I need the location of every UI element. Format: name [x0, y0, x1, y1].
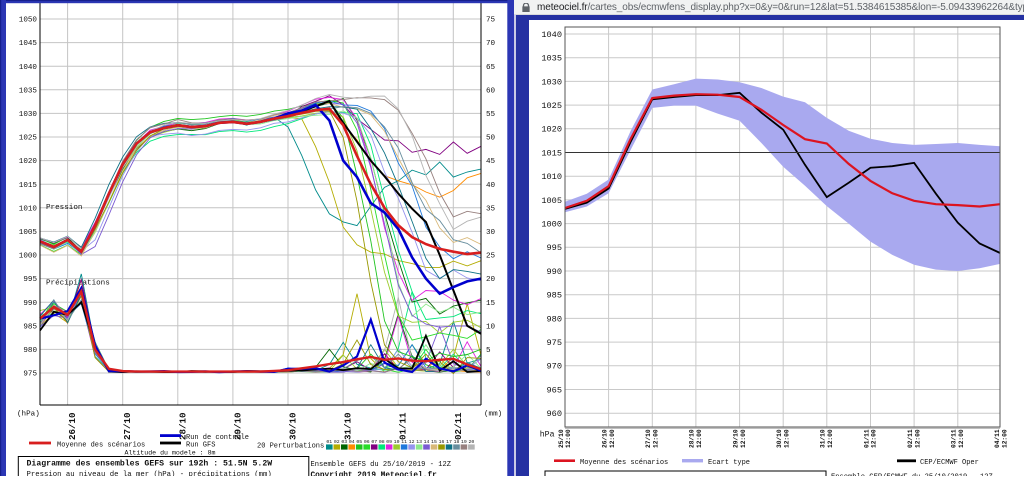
svg-text:26/10: 26/10: [67, 412, 78, 440]
svg-text:16: 16: [439, 439, 445, 445]
svg-text:27/10: 27/10: [122, 412, 133, 440]
svg-text:1010: 1010: [19, 205, 38, 213]
svg-text:55: 55: [486, 111, 496, 119]
svg-text:Altitude du modele : 8m: Altitude du modele : 8m: [124, 450, 215, 457]
svg-text:13: 13: [416, 439, 422, 445]
svg-text:1035: 1035: [19, 87, 38, 95]
svg-text:01/11: 01/11: [398, 412, 409, 440]
svg-text:50: 50: [486, 135, 496, 143]
svg-text:02/11: 02/11: [453, 412, 464, 440]
svg-text:29/10: 29/10: [232, 412, 243, 440]
svg-text:40: 40: [486, 182, 496, 190]
svg-text:995: 995: [23, 276, 37, 284]
svg-text:1040: 1040: [19, 64, 38, 72]
svg-text:1000: 1000: [19, 253, 38, 261]
svg-text:04: 04: [349, 439, 355, 445]
svg-text:09: 09: [386, 439, 392, 445]
svg-text:01: 01: [326, 439, 332, 445]
svg-text:5: 5: [486, 347, 491, 355]
svg-text:975: 975: [23, 371, 37, 379]
svg-text:60: 60: [486, 87, 496, 95]
svg-text:15: 15: [431, 439, 437, 445]
svg-text:31/10: 31/10: [343, 412, 354, 440]
svg-text:15: 15: [486, 300, 496, 308]
svg-text:12: 12: [409, 439, 415, 445]
svg-text:1045: 1045: [19, 40, 38, 48]
svg-text:10: 10: [486, 323, 496, 331]
svg-text:14: 14: [424, 439, 430, 445]
svg-text:75: 75: [486, 17, 496, 25]
svg-text:11: 11: [401, 439, 407, 445]
svg-text:1050: 1050: [19, 17, 38, 25]
svg-text:985: 985: [23, 323, 37, 331]
svg-text:03: 03: [341, 439, 347, 445]
svg-text:28/10: 28/10: [177, 412, 188, 440]
svg-text:1015: 1015: [19, 182, 38, 190]
svg-text:20: 20: [469, 439, 475, 445]
svg-text:07: 07: [371, 439, 377, 445]
svg-text:65: 65: [486, 64, 496, 72]
svg-text:06: 06: [364, 439, 370, 445]
svg-text:Moyenne des scénarios: Moyenne des scénarios: [57, 442, 145, 450]
svg-text:0: 0: [486, 371, 491, 379]
svg-text:20 Perturbations: 20 Perturbations: [257, 443, 324, 451]
svg-text:70: 70: [486, 40, 496, 48]
svg-text:1005: 1005: [19, 229, 38, 237]
svg-text:990: 990: [23, 300, 37, 308]
svg-text:17: 17: [446, 439, 452, 445]
svg-text:1025: 1025: [19, 135, 38, 143]
svg-text:18: 18: [454, 439, 460, 445]
svg-text:Ensemble GEFS du 25/10/2019 -: Ensemble GEFS du 25/10/2019 - 12Z: [311, 461, 451, 469]
svg-text:08: 08: [379, 439, 385, 445]
svg-text:Copyright 2019 Meteociel.fr: Copyright 2019 Meteociel.fr: [311, 472, 438, 476]
svg-text:19: 19: [461, 439, 467, 445]
svg-text:1030: 1030: [19, 111, 38, 119]
svg-text:(hPa): (hPa): [17, 411, 40, 419]
svg-text:980: 980: [23, 347, 37, 355]
svg-text:10: 10: [394, 439, 400, 445]
svg-text:1020: 1020: [19, 158, 38, 166]
svg-text:20: 20: [486, 276, 496, 284]
svg-text:30: 30: [486, 229, 496, 237]
svg-text:30/10: 30/10: [288, 412, 299, 440]
svg-text:45: 45: [486, 158, 496, 166]
svg-text:Pression: Pression: [46, 204, 82, 212]
svg-text:35: 35: [486, 205, 496, 213]
svg-text:(mm): (mm): [484, 411, 502, 419]
svg-text:Diagramme des ensembles GEFS s: Diagramme des ensembles GEFS sur 192h : …: [27, 458, 273, 468]
svg-text:Précipitations: Précipitations: [46, 280, 110, 288]
svg-text:Pression au niveau de la mer (: Pression au niveau de la mer (hPa) - pré…: [27, 471, 272, 476]
svg-text:Run GFS: Run GFS: [186, 442, 215, 450]
svg-text:Run de contrôle: Run de contrôle: [186, 434, 249, 442]
svg-text:05: 05: [356, 439, 362, 445]
svg-text:02: 02: [334, 439, 340, 445]
svg-text:25: 25: [486, 253, 496, 261]
